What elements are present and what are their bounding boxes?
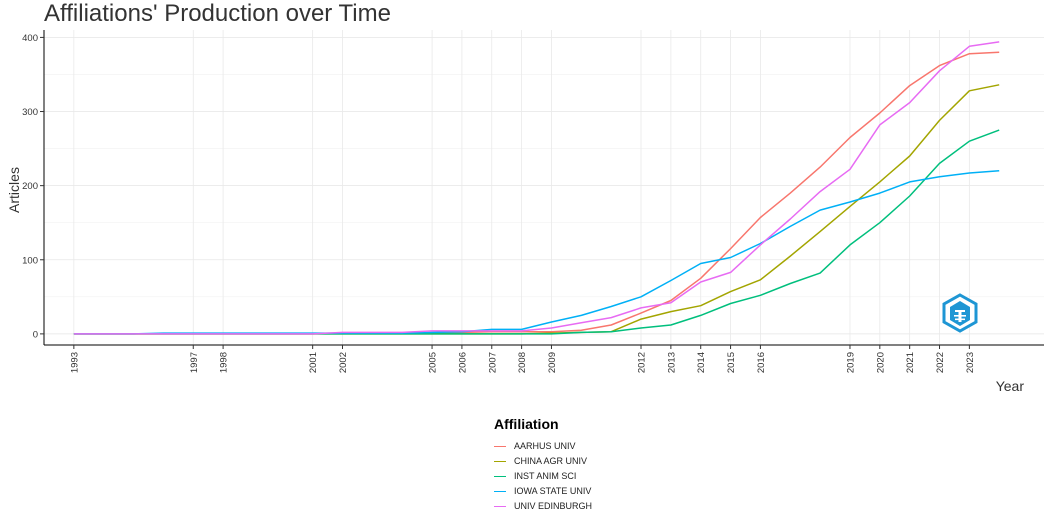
chart-title: Affiliations' Production over Time: [44, 0, 391, 27]
legend-label: CHINA AGR UNIV: [514, 456, 588, 466]
series-line: [73, 170, 1000, 335]
y-axis-ticks: 0 100 200 300 400: [22, 33, 44, 340]
series-line: [73, 51, 1000, 335]
y-axis-label: Articles: [6, 167, 22, 213]
legend-swatch: [494, 461, 506, 462]
x-tick-label: 2001: [308, 352, 319, 373]
x-tick-label: 2019: [845, 352, 856, 373]
x-tick-label: 2021: [905, 352, 916, 373]
x-tick-label: 2002: [338, 352, 349, 373]
legend-label: AARHUS UNIV: [514, 441, 576, 451]
x-tick-label: 2005: [428, 352, 439, 373]
x-tick-label: 1993: [69, 352, 80, 373]
legend-item: IOWA STATE UNIV: [494, 484, 592, 499]
logo-icon: [942, 293, 978, 333]
x-tick-label: 2014: [696, 352, 707, 373]
x-tick-label: 1997: [189, 352, 200, 373]
y-tick-label: 0: [33, 329, 38, 340]
series-line: [73, 41, 1000, 335]
x-tick-label: 2022: [935, 352, 946, 373]
legend-label: IOWA STATE UNIV: [514, 486, 592, 496]
y-tick-label: 200: [22, 181, 38, 192]
x-tick-label: 2006: [457, 352, 468, 373]
x-tick-label: 1998: [219, 352, 230, 373]
y-tick-label: 400: [22, 33, 38, 44]
x-axis-label: Year: [996, 378, 1025, 394]
legend-item: UNIV EDINBURGH: [494, 499, 592, 514]
x-tick-label: 2008: [517, 352, 528, 373]
x-tick-label: 2016: [756, 352, 767, 373]
x-tick-label: 2013: [666, 352, 677, 373]
legend: Affiliation AARHUS UNIV CHINA AGR UNIV INS…: [494, 415, 592, 514]
minor-gridlines: [44, 74, 1044, 298]
legend-title: Affiliation: [494, 416, 559, 432]
x-tick-label: 2012: [637, 352, 648, 373]
x-axis-ticks: 1993 1997 1998 2001 2002 2005 2006 2007 2008 2009…: [69, 345, 976, 373]
legend-swatch: [494, 446, 506, 447]
x-tick-label: 2015: [726, 352, 737, 373]
x-tick-label: 2007: [487, 352, 498, 373]
x-tick-label: 2020: [875, 352, 886, 373]
y-tick-label: 300: [22, 107, 38, 118]
legend-label: INST ANIM SCI: [514, 471, 577, 481]
legend-swatch: [494, 476, 506, 477]
x-tick-label: 2009: [547, 352, 558, 373]
legend-items: AARHUS UNIV CHINA AGR UNIV INST ANIM SCI IO…: [494, 439, 592, 514]
series-lines: [73, 41, 1000, 335]
legend-item: AARHUS UNIV: [494, 439, 592, 454]
y-tick-label: 100: [22, 255, 38, 266]
legend-label: UNIV EDINBURGH: [514, 501, 593, 511]
legend-item: INST ANIM SCI: [494, 469, 592, 484]
legend-swatch: [494, 491, 506, 492]
x-tick-label: 2023: [965, 352, 976, 373]
series-line: [73, 129, 1000, 335]
legend-item: CHINA AGR UNIV: [494, 454, 592, 469]
legend-swatch: [494, 506, 506, 507]
major-gridlines: [44, 30, 1044, 345]
